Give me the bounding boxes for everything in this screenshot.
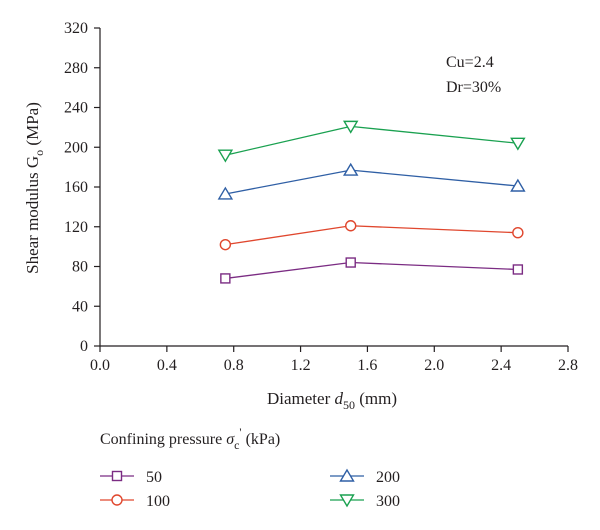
- series-line: [225, 125, 518, 156]
- series-layer: [217, 120, 526, 284]
- annotation-cu: Cu=2.4: [446, 54, 494, 71]
- legend-title-sub: c: [234, 438, 239, 452]
- series-300: [217, 120, 526, 163]
- y-tick-label: 120: [64, 219, 88, 236]
- data-point: [512, 227, 524, 239]
- legend-title-sup: ': [239, 425, 241, 439]
- axes: 0.0 0.4 0.8 1.2 1.6 2.0 2.4 2.8 0 40 80 120 160 200 24…: [64, 20, 578, 374]
- data-point: [510, 178, 526, 192]
- legend-item-100: 100: [100, 493, 170, 510]
- data-point: [217, 186, 234, 200]
- y-tick-label: 320: [64, 20, 88, 37]
- y-tick-label: 240: [64, 100, 88, 117]
- data-point: [342, 162, 359, 176]
- data-point: [512, 264, 524, 275]
- legend-marker: [111, 494, 123, 506]
- y-tick-label: 80: [72, 259, 88, 276]
- series-line: [225, 169, 518, 195]
- x-tick-label: 0.0: [90, 357, 110, 374]
- legend-item-300: 300: [330, 493, 400, 510]
- data-point: [342, 120, 359, 134]
- x-tick-label: 0.4: [157, 357, 177, 374]
- y-axis-title-sub: o: [32, 150, 46, 156]
- x-axis-title: Diameter d50 (mm): [267, 389, 397, 412]
- x-axis-title-unit: (mm): [355, 389, 397, 408]
- series-50: [220, 257, 524, 284]
- x-tick-label: 1.2: [291, 357, 311, 374]
- data-point: [219, 238, 232, 251]
- data-point: [345, 220, 357, 232]
- y-tick-label: 200: [64, 139, 88, 156]
- legend-marker: [111, 470, 123, 482]
- legend-title-var: σ: [226, 431, 235, 448]
- data-point: [220, 273, 231, 284]
- legend-title-main: Confining pressure: [100, 431, 226, 448]
- annotation-dr: Dr=30%: [446, 79, 501, 96]
- legend-label: 200: [376, 469, 400, 486]
- legend-item-200: 200: [330, 468, 400, 486]
- y-tick-label: 0: [80, 338, 88, 355]
- legend-item-50: 50: [100, 469, 162, 486]
- x-tick-label: 0.8: [224, 357, 244, 374]
- y-axis-title: Shear modulus Go (MPa): [23, 102, 46, 274]
- data-point: [217, 149, 234, 163]
- series-100: [219, 220, 524, 251]
- x-tick-label: 2.8: [558, 357, 578, 374]
- y-tick-label: 160: [64, 179, 88, 196]
- legend-marker: [339, 494, 355, 508]
- legend-label: 50: [146, 469, 162, 486]
- y-tick-label: 40: [72, 298, 88, 315]
- legend-title-unit: (kPa): [242, 431, 281, 448]
- x-axis-title-var: d: [334, 389, 343, 408]
- x-tick-label: 1.6: [357, 357, 377, 374]
- y-tick-label: 280: [64, 60, 88, 77]
- data-point: [345, 257, 356, 268]
- x-axis-title-sub: 50: [343, 398, 355, 412]
- y-axis-title-main: Shear modulus G: [23, 156, 42, 274]
- legend-marker: [339, 468, 355, 482]
- series-line: [225, 261, 518, 280]
- series-line: [225, 225, 518, 246]
- x-tick-label: 2.0: [424, 357, 444, 374]
- y-axis-title-unit: (MPa): [23, 102, 42, 150]
- legend-title: Confining pressure σc' (kPa): [100, 425, 280, 452]
- legend-label: 300: [376, 493, 400, 510]
- data-point: [510, 137, 526, 151]
- x-tick-label: 2.4: [491, 357, 511, 374]
- legend: 50 100 200 300: [100, 468, 400, 510]
- x-axis-title-main: Diameter: [267, 389, 335, 408]
- series-200: [217, 162, 526, 200]
- legend-label: 100: [146, 493, 170, 510]
